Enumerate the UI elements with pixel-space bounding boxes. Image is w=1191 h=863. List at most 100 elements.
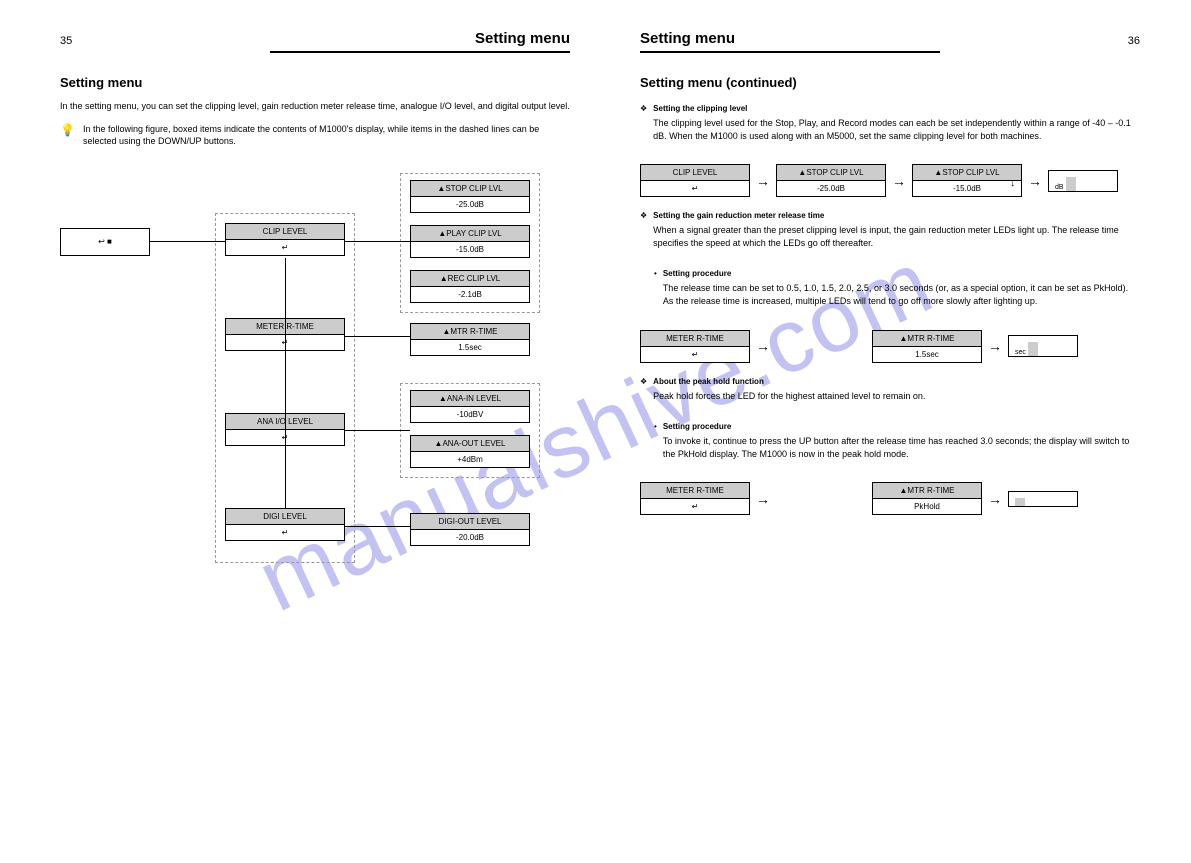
flow-0-box-2-top: ▲STOP CLIP LVL [913,165,1021,181]
flow-0-box-1-top: ▲STOP CLIP LVL [777,165,885,181]
main-menu-0-top: CLIP LEVEL [226,224,344,240]
block-1-sub-0: • Setting procedure The release time can… [654,269,1140,317]
block-1-body: When a signal greater than the preset cl… [653,224,1140,249]
sub-1-0-top: ▲MTR R-TIME [411,324,529,340]
block-2-body: Peak hold forces the LED for the highest… [653,390,925,403]
flow-0-box-2-bot: -15.0dB [913,181,1021,196]
flow-0-box-1: ▲STOP CLIP LVL -25.0dB [776,164,886,197]
page-number-left: 35 [60,35,72,47]
dot-icon: • [654,269,657,317]
block-1-heading: ❖ Setting the gain reduction meter relea… [640,211,1140,259]
flow-0-box-0-bot: ↵ [641,181,749,196]
start-box-label: ↩ ■ [98,237,112,246]
sub-0-2-top: ▲REC CLIP LVL [411,271,529,287]
diamond-icon: ❖ [640,377,647,413]
section-title-left: Setting menu [60,75,570,90]
arrow-icon: → [756,492,770,506]
start-box: ↩ ■ [60,228,150,256]
arrow-icon: → [756,174,770,188]
sub-2-1-top: ▲ANA-OUT LEVEL [411,436,529,452]
page-left: 35 Setting menu Setting menu In the sett… [60,30,570,588]
flow-2-box-0: METER R-TIME ↵ [640,482,750,515]
sub-0-0-top: ▲STOP CLIP LVL [411,181,529,197]
flow-2-box-1-bot: PkHold [873,499,981,514]
main-menu-0-bot: ↵ [226,240,344,255]
flow-1-box-1: ▲MTR R-TIME 1.5sec [872,330,982,363]
header-rule-right [640,51,940,53]
block-0-body: The clipping level used for the Stop, Pl… [653,117,1140,142]
header-left: 35 Setting menu [60,30,570,47]
start-hline [150,241,225,242]
block-2-sub-0-heading: Setting procedure [663,422,1140,431]
bar-icon [1028,342,1038,356]
block-2-sub-0-body: To invoke it, continue to press the UP b… [663,435,1140,460]
chapter-title-right: Setting menu [640,30,1128,47]
sub-0-2-bot: -2.1dB [411,287,529,302]
sub-2-1: ▲ANA-OUT LEVEL +4dBm [410,435,530,468]
main-vline [285,258,286,508]
block-1-sub-0-body: The release time can be set to 0.5, 1.0,… [663,282,1140,307]
page-number-right: 36 [1128,35,1140,47]
sub-0-1-bot: -15.0dB [411,242,529,257]
block-0-heading: ❖ Setting the clipping level The clippin… [640,104,1140,152]
menu-tree-diagram: ↩ ■ CLIP LEVEL ↵ METER R-TIME ↵ ANA I/O … [60,168,570,588]
sub-3-0-bot: -20.0dB [411,530,529,545]
arrow-icon: → [1028,174,1042,188]
conn-3 [345,526,410,527]
sub-0-1-top: ▲PLAY CLIP LVL [411,226,529,242]
flow-0-box-0: CLIP LEVEL ↵ [640,164,750,197]
sub-0-1: ▲PLAY CLIP LVL -15.0dB [410,225,530,258]
flow-1-box-0: METER R-TIME ↵ [640,330,750,363]
sub-3-0-top: DIGI-OUT LEVEL [411,514,529,530]
bar-icon [1066,177,1076,191]
page-right: Setting menu 36 Setting menu (continued)… [640,30,1140,515]
conn-2 [345,430,410,431]
flow-1-bar-label: sec [1015,349,1026,356]
flow-2-box-0-bot: ↵ [641,499,749,514]
flow-2-box-0-top: METER R-TIME [641,483,749,499]
main-menu-0: CLIP LEVEL ↵ [225,223,345,256]
bar-icon [1015,498,1025,506]
sub-2-0-top: ▲ANA-IN LEVEL [411,391,529,407]
block-2-heading: ❖ About the peak hold function Peak hold… [640,377,1140,413]
chapter-title-left: Setting menu [72,30,570,47]
flow-2-bar [1008,491,1078,507]
flow-0-bar-label: dB [1055,184,1064,191]
flow-2-box-1-top: ▲MTR R-TIME [873,483,981,499]
sub-0-2: ▲REC CLIP LVL -2.1dB [410,270,530,303]
sub-2-1-bot: +4dBm [411,452,529,467]
flow-1-bar: sec [1008,335,1078,357]
main-menu-3: DIGI LEVEL ↵ [225,508,345,541]
arrow-icon: → [756,339,770,353]
dot-icon: • [654,422,657,470]
block-0-heading-text: Setting the clipping level [653,104,1140,113]
block-2-flow: METER R-TIME ↵ → ▲MTR R-TIME PkHold → [640,482,1140,515]
flow-1-box-0-top: METER R-TIME [641,331,749,347]
diamond-icon: ❖ [640,104,647,152]
block-1-heading-text: Setting the gain reduction meter release… [653,211,1140,220]
flow-0-bar: dB [1048,170,1118,192]
main-menu-3-bot: ↵ [226,525,344,540]
down-arrow-icon: ↓ [1010,179,1015,189]
sub-2-0: ▲ANA-IN LEVEL -10dBV [410,390,530,423]
block-2-heading-text: About the peak hold function [653,377,925,386]
block-0-flow: CLIP LEVEL ↵ → ▲STOP CLIP LVL -25.0dB → … [640,164,1140,197]
tip-text: In the following figure, boxed items ind… [83,123,570,148]
arrow-icon: → [892,174,906,188]
arrow-icon: → [988,492,1002,506]
flow-1-box-0-bot: ↵ [641,347,749,362]
main-menu-3-top: DIGI LEVEL [226,509,344,525]
block-1-flow: METER R-TIME ↵ → ▲MTR R-TIME 1.5sec → se… [640,330,1140,363]
arrow-icon: → [988,339,1002,353]
diamond-icon: ❖ [640,211,647,259]
flow-1-box-1-bot: 1.5sec [873,347,981,362]
header-rule-left [270,51,570,53]
conn-0 [345,241,410,242]
sub-2-0-bot: -10dBV [411,407,529,422]
header-right: Setting menu 36 [640,30,1140,47]
lightbulb-icon: 💡 [60,124,75,148]
flow-0-box-0-top: CLIP LEVEL [641,165,749,181]
block-1-sub-0-heading: Setting procedure [663,269,1140,278]
section-title-right: Setting menu (continued) [640,75,1140,90]
sub-0-0: ▲STOP CLIP LVL -25.0dB [410,180,530,213]
